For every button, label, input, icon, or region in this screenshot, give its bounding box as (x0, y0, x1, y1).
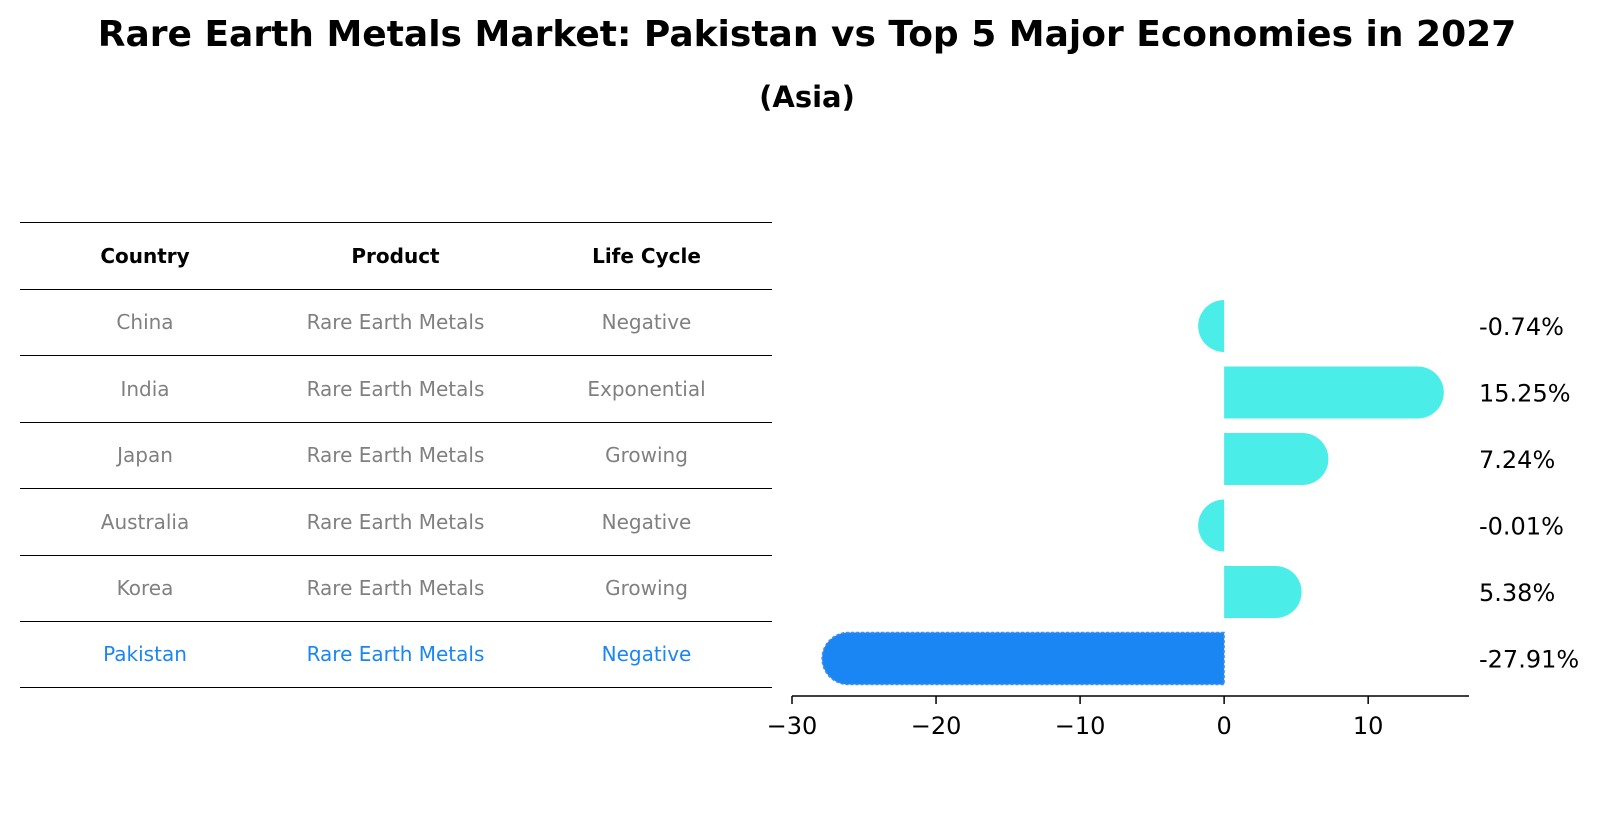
x-tick-label: −20 (911, 712, 962, 740)
cell-life-cycle: Negative (601, 642, 692, 667)
cell-life-cycle: Negative (601, 310, 692, 335)
bar-japan (1224, 433, 1329, 485)
table-row: Korea Rare Earth Metals Growing (20, 554, 772, 622)
cell-country: China (116, 310, 174, 335)
x-axis: −30 −20 −10 0 10 (767, 695, 1469, 740)
value-label-pakistan: -27.91% (1479, 646, 1579, 674)
cell-life-cycle: Growing (605, 443, 688, 468)
cell-life-cycle: Negative (601, 509, 692, 534)
cell-product: Rare Earth Metals (306, 642, 485, 667)
bar-china (1198, 300, 1225, 352)
chart-subtitle: (Asia) (759, 80, 855, 114)
header-country: Country (100, 243, 190, 268)
header-product: Product (351, 243, 440, 268)
x-tick-label: 0 (1216, 712, 1231, 740)
cell-product: Rare Earth Metals (306, 509, 485, 534)
cell-country: Pakistan (103, 642, 187, 667)
table-row: India Rare Earth Metals Exponential (20, 355, 772, 422)
table-row: Japan Rare Earth Metals Growing (20, 421, 772, 489)
bar-australia (1198, 499, 1225, 552)
value-label-china: -0.74% (1479, 313, 1564, 341)
bars-layer (821, 300, 1444, 686)
table-header-row: Country Product Life Cycle (20, 222, 772, 289)
cell-life-cycle: Growing (605, 576, 688, 601)
cell-country: Korea (116, 576, 174, 601)
cell-country: Japan (117, 443, 173, 468)
value-label-korea: 5.38% (1479, 579, 1555, 607)
cell-product: Rare Earth Metals (306, 443, 485, 468)
header-life-cycle: Life Cycle (592, 243, 701, 268)
bar-korea (1224, 566, 1302, 618)
bar-pakistan (821, 631, 1225, 686)
table-row: Pakistan Rare Earth Metals Negative (20, 621, 772, 688)
value-labels: -0.74% 15.25% 7.24% -0.01% 5.38% -27.91% (1479, 313, 1579, 674)
x-tick-label: −30 (767, 712, 818, 740)
bar-india (1224, 366, 1444, 419)
x-tick-label: 10 (1353, 712, 1384, 740)
chart-title: Rare Earth Metals Market: Pakistan vs To… (97, 14, 1517, 55)
cell-country: India (120, 376, 170, 401)
value-label-japan: 7.24% (1479, 446, 1555, 474)
cell-life-cycle: Exponential (587, 376, 706, 401)
x-tick-label: −10 (1055, 712, 1106, 740)
cell-product: Rare Earth Metals (306, 310, 485, 335)
cell-product: Rare Earth Metals (306, 576, 485, 601)
value-label-india: 15.25% (1479, 380, 1571, 408)
value-label-australia: -0.01% (1479, 513, 1564, 541)
table-row: Australia Rare Earth Metals Negative (20, 488, 772, 555)
cell-country: Australia (100, 509, 190, 534)
cell-product: Rare Earth Metals (306, 376, 485, 401)
table-row: China Rare Earth Metals Negative (20, 288, 772, 356)
comparison-table: Country Product Life Cycle China Rare Ea… (20, 222, 772, 688)
